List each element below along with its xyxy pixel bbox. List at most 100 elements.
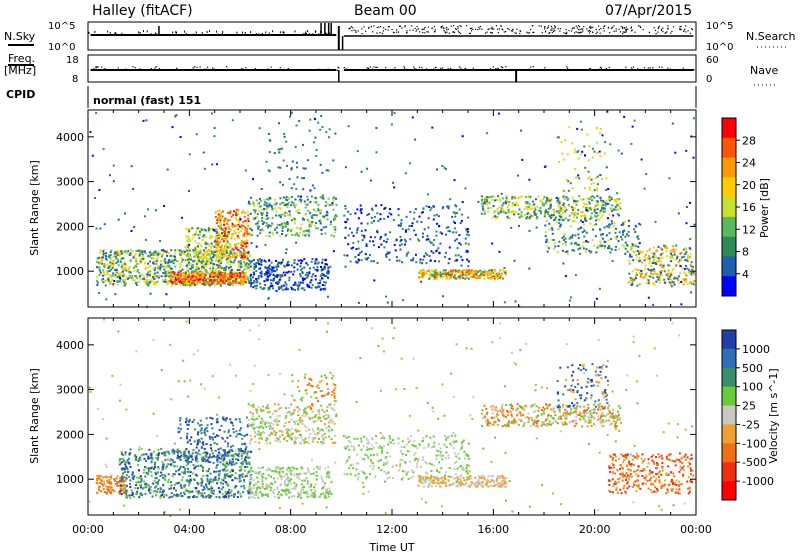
power-cell (223, 282, 226, 285)
power-cell (310, 195, 313, 198)
power-cell (299, 275, 302, 278)
power-cell (545, 200, 548, 203)
power-cell (692, 281, 694, 284)
power-cell (582, 227, 585, 230)
power-cell (233, 253, 235, 256)
power-cell (397, 208, 400, 211)
velocity-cell (244, 465, 247, 468)
power-cell (690, 272, 693, 274)
nsearch-point (590, 27, 592, 30)
power-cell (165, 273, 168, 276)
power-cell (307, 233, 310, 236)
velocity-cell (103, 483, 106, 486)
power-cell (219, 215, 221, 218)
velocity-cell (110, 482, 113, 485)
power-cell (571, 249, 574, 252)
power-cell (486, 270, 489, 273)
power-cell (263, 287, 266, 290)
power-cell (137, 249, 140, 252)
power-cell (666, 255, 669, 258)
power-cell (682, 248, 685, 251)
power-cell (241, 256, 244, 259)
power-cell (227, 225, 230, 228)
power-cell (195, 263, 198, 265)
power-cell (314, 210, 317, 213)
power-cell (119, 271, 122, 274)
velocity-cell (197, 465, 200, 468)
power-cell (243, 268, 246, 271)
power-cell (511, 197, 513, 200)
power-cell (499, 199, 502, 202)
nsearch-point (505, 30, 507, 33)
nave-point (394, 67, 396, 69)
power-cell (253, 218, 256, 220)
velocity-cell (154, 463, 156, 466)
power-cell (235, 246, 238, 249)
power-cell (112, 283, 115, 285)
nave-point (643, 67, 646, 69)
power-cell (206, 277, 209, 280)
power-cell (271, 208, 274, 211)
nave-point (600, 67, 603, 69)
power-cell (278, 261, 281, 264)
power-cell (187, 240, 189, 243)
power-cell (95, 279, 98, 282)
power-cell (506, 206, 509, 208)
power-cell (455, 259, 458, 262)
power-cell (388, 251, 391, 254)
power-cell (580, 210, 582, 213)
power-cell (315, 222, 317, 224)
power-cell (571, 142, 574, 145)
power-cell (454, 259, 457, 262)
power-cell (537, 195, 540, 198)
power-cell (505, 197, 508, 199)
nsearch-point (551, 31, 553, 34)
power-cell (583, 214, 586, 217)
power-cell (577, 233, 580, 236)
power-cell (286, 263, 289, 266)
power-cell (464, 242, 467, 245)
nave-point (367, 68, 369, 70)
power-cell (299, 281, 302, 284)
power-cell (203, 167, 206, 170)
power-cell (251, 260, 254, 263)
power-cell (598, 150, 601, 153)
nsearch-point (664, 32, 666, 34)
nsearch-point (586, 28, 588, 30)
nsearch-point (442, 27, 444, 29)
power-cell (608, 232, 611, 235)
power-cell (317, 261, 320, 264)
power-cell (234, 279, 237, 282)
power-cell (217, 271, 219, 274)
power-cell (528, 203, 531, 206)
power-cell (247, 220, 250, 223)
power-cell (653, 262, 656, 265)
velocity-cell (177, 482, 180, 485)
power-cell (591, 147, 594, 150)
velocity-cell (143, 483, 146, 486)
power-cell (246, 239, 248, 242)
power-cell (467, 216, 470, 219)
power-cell (552, 239, 555, 241)
power-cell (147, 255, 150, 257)
nsearch-point (348, 28, 350, 30)
power-cell (124, 251, 127, 254)
power-cell (600, 216, 603, 219)
power-cell (193, 252, 196, 255)
power-cell (660, 247, 663, 250)
power-cell (294, 222, 296, 225)
power-cell (213, 279, 216, 282)
power-cell (552, 214, 555, 217)
velocity-cell (123, 471, 126, 473)
power-cell (130, 260, 132, 263)
power-cell (225, 249, 228, 252)
power-cell (581, 245, 584, 248)
nave-point (376, 66, 378, 68)
power-cell (562, 197, 565, 200)
power-cell (275, 226, 278, 229)
power-cell (154, 250, 157, 253)
power-cell (498, 250, 501, 253)
power-cell (571, 236, 573, 239)
power-cell (513, 259, 516, 262)
power-cell (234, 256, 237, 259)
